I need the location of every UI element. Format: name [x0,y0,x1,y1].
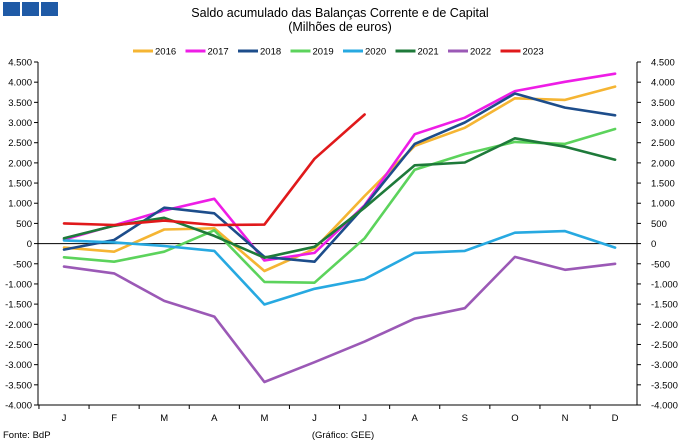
legend-label: 2023 [523,47,544,58]
legend-label: 2018 [260,47,281,58]
x-tick-label: S [462,413,468,424]
series-line-2020 [62,229,617,306]
y-tick-label-right: 4.500 [651,58,675,69]
series-line-2023 [62,113,366,227]
legend-label: 2016 [155,47,176,58]
y-tick-label-left: -4.000 [5,401,32,412]
series-lines [62,72,617,384]
y-tick-label-left: 3.000 [8,118,32,129]
y-tick-label-right: 500 [651,219,667,230]
y-tick-label-right: -1.500 [651,300,678,311]
y-tick-label-right: -3.500 [651,380,678,391]
x-tick-label: M [260,413,268,424]
y-tick-label-right: -2.000 [651,320,678,331]
credit-note: (Gráfico: GEE) [312,430,374,441]
y-tick-label-left: 4.500 [8,58,32,69]
legend-label: 2021 [418,47,439,58]
y-tick-label-left: 1.000 [8,199,32,210]
y-tick-label-left: 4.000 [8,78,32,89]
y-tick-label-right: 2.000 [651,158,675,169]
series-line-2019 [62,127,617,285]
y-tick-label-right: -1.000 [651,279,678,290]
logo-square-1 [3,2,20,16]
chart-title: Saldo acumulado das Balanças Corrente e … [191,6,488,20]
y-tick-label-right: 2.500 [651,138,675,149]
x-tick-label: J [362,413,367,424]
x-tick-label: A [412,413,419,424]
x-tick-label: J [312,413,317,424]
legend: 2016 2017 2018 2019 2020 2021 2022 2023 [133,47,544,58]
y-tick-label-left: -2.000 [5,320,32,331]
x-tick-label: O [511,413,518,424]
y-tick-label-right: 3.000 [651,118,675,129]
legend-label: 2020 [365,47,386,58]
y-tick-label-left: 3.500 [8,98,32,109]
y-tick-label-left: -3.000 [5,360,32,371]
chart-subtitle: (Milhões de euros) [288,20,392,34]
y-tick-label-left: -3.500 [5,380,32,391]
logo-square-2 [22,2,39,16]
logo-square-3 [41,2,58,16]
series-line-2021 [62,137,617,260]
y-tick-label-left: 500 [16,219,32,230]
source-note: Fonte: BdP [3,430,51,441]
y-tick-label-left: -500 [13,259,32,270]
x-tick-label: M [160,413,168,424]
y-tick-label-right: 1.000 [651,199,675,210]
x-tick-label: N [562,413,569,424]
y-tick-label-left: -1.500 [5,300,32,311]
y-tick-label-right: 4.000 [651,78,675,89]
y-tick-label-right: -3.000 [651,360,678,371]
y-tick-label-right: 0 [651,239,656,250]
x-tick-label: J [62,413,67,424]
x-tick-label: F [111,413,117,424]
y-tick-label-left: 0 [27,239,32,250]
y-tick-label-left: -2.500 [5,340,32,351]
y-tick-label-right: 1.500 [651,179,675,190]
y-tick-label-right: -2.500 [651,340,678,351]
y-tick-label-left: 2.000 [8,158,32,169]
x-tick-label: D [612,413,619,424]
axes: 4.500 4.500 4.000 4.000 3.500 3.500 3.000 3.000… [5,58,678,425]
series-line-2018 [62,92,617,264]
legend-label: 2017 [208,47,229,58]
logo [3,2,58,16]
x-tick-label: A [211,413,218,424]
legend-label: 2022 [470,47,491,58]
y-tick-label-right: 3.500 [651,98,675,109]
legend-label: 2019 [313,47,334,58]
y-tick-label-right: -500 [651,259,670,270]
y-tick-label-left: 1.500 [8,179,32,190]
series-line-2016 [62,85,617,273]
y-tick-label-right: -4.000 [651,401,678,412]
series-line-2022 [62,255,617,384]
y-tick-label-left: -1.000 [5,279,32,290]
y-tick-label-left: 2.500 [8,138,32,149]
